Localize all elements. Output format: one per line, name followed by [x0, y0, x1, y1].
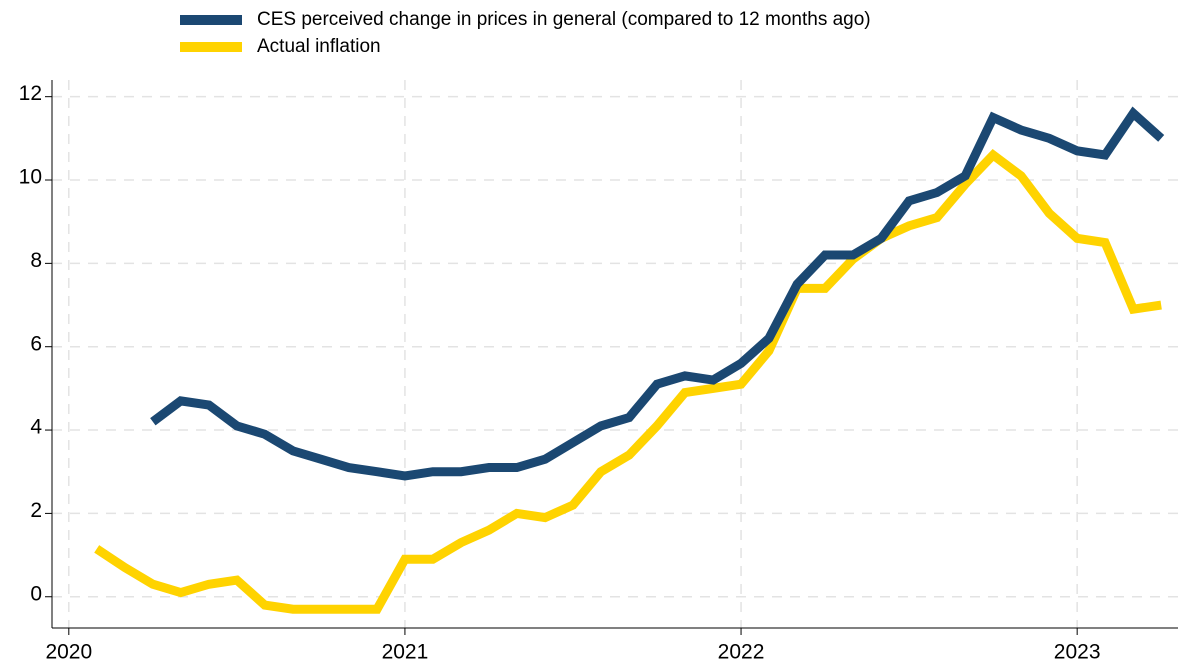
x-tick-label: 2023: [1054, 641, 1101, 664]
line: [94, 149, 1162, 614]
y-tick-label: 4: [30, 416, 42, 439]
legend-label: Actual inflation: [257, 36, 381, 57]
x-tick-label: 2022: [718, 641, 765, 664]
y-tick-label: 2: [30, 499, 42, 522]
x-tick-label: 2020: [45, 641, 92, 664]
y-tick-label: 0: [30, 582, 42, 605]
legend-label: CES perceived change in prices in genera…: [257, 9, 871, 30]
line: [150, 106, 1165, 481]
y-tick-label: 12: [19, 82, 42, 105]
x-tick-label: 2021: [382, 641, 429, 664]
y-tick-label: 10: [19, 166, 42, 189]
y-tick-label: 6: [30, 332, 42, 355]
y-tick-label: 8: [30, 249, 42, 272]
